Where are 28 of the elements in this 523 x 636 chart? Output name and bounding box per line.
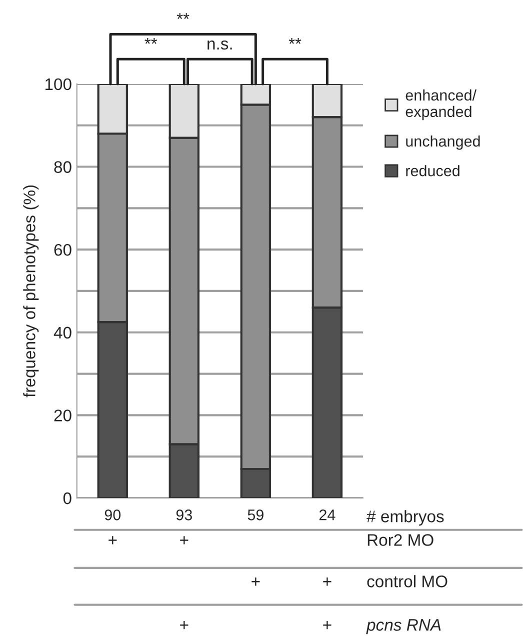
text: pcns RNA xyxy=(366,619,441,634)
y-tick-label: 60 xyxy=(54,244,72,256)
text: # embryos xyxy=(366,510,444,526)
text: + xyxy=(252,578,260,586)
text: ** xyxy=(288,38,302,44)
text: + xyxy=(323,578,332,586)
x-tick-label: 90 xyxy=(104,510,121,520)
x-tick-label: 93 xyxy=(176,510,192,520)
legend-label: enhanced/ expanded xyxy=(406,89,477,120)
text: n.s. xyxy=(208,40,232,50)
text: ** xyxy=(144,38,158,44)
legend-label: reduced xyxy=(406,165,460,176)
text: Ror2 MO xyxy=(368,534,434,546)
x-tick-label: 59 xyxy=(248,510,264,520)
y-tick-label: 20 xyxy=(54,410,72,422)
legend-label: unchanged xyxy=(406,135,480,150)
y-axis-title: frequency of phenotypes (%) xyxy=(23,185,39,398)
text: + xyxy=(180,621,188,630)
text: + xyxy=(108,536,117,544)
y-tick-label: 40 xyxy=(54,326,72,339)
x-tick-label: 24 xyxy=(319,510,336,520)
y-tick-label: 0 xyxy=(63,492,72,504)
y-tick-label: 80 xyxy=(54,161,72,173)
text: + xyxy=(323,621,332,630)
y-tick-label: 100 xyxy=(45,78,72,90)
text: control MO xyxy=(367,575,448,588)
text: ** xyxy=(176,13,190,19)
text: + xyxy=(180,536,188,544)
